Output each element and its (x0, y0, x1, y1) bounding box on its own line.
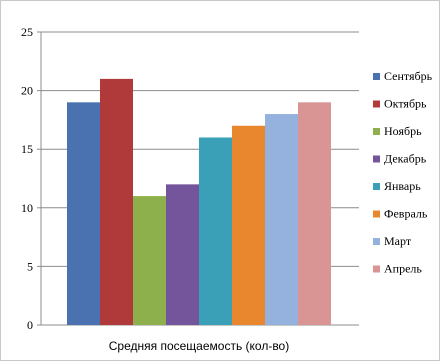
legend-label: Сентябрь (384, 69, 433, 83)
bar-6 (232, 125, 265, 325)
bars (67, 78, 331, 325)
legend-label: Ноябрь (384, 124, 422, 138)
legend-label: Февраль (384, 207, 428, 221)
y-tick-label: 15 (21, 142, 33, 156)
bar-7 (265, 114, 298, 325)
y-tick-label: 10 (21, 201, 33, 215)
legend-swatch (373, 210, 380, 218)
bar-4 (166, 184, 199, 325)
legend-swatch (373, 73, 380, 80)
legend-label: Октябрь (384, 97, 427, 111)
legend-swatch (373, 128, 380, 135)
legend-swatch (373, 155, 380, 163)
y-tick-label: 5 (27, 259, 33, 273)
legend-label: Декабрь (384, 152, 427, 166)
legend-swatch (373, 238, 380, 245)
legend-label: Март (384, 234, 412, 248)
legend-label: Январь (384, 179, 421, 193)
bar-8 (298, 102, 331, 325)
legend-swatch (373, 100, 380, 108)
bar-1 (67, 102, 100, 325)
bar-2 (100, 78, 133, 325)
y-tick-label: 0 (27, 318, 33, 332)
legend: Сентябрь Октябрь Ноябрь Декабрь Январь Феврал… (373, 69, 433, 276)
legend-swatch (373, 265, 380, 273)
y-tick-labels: 0 5 10 15 20 25 (21, 25, 33, 332)
legend-label: Апрель (384, 262, 422, 276)
y-tick-label: 20 (21, 84, 33, 98)
legend-swatch (373, 183, 380, 190)
y-tick-label: 25 (21, 25, 33, 39)
x-axis-label: Средняя посещаемость (кол-во) (109, 339, 289, 353)
bar-3 (133, 196, 166, 325)
bar-5 (199, 137, 232, 325)
